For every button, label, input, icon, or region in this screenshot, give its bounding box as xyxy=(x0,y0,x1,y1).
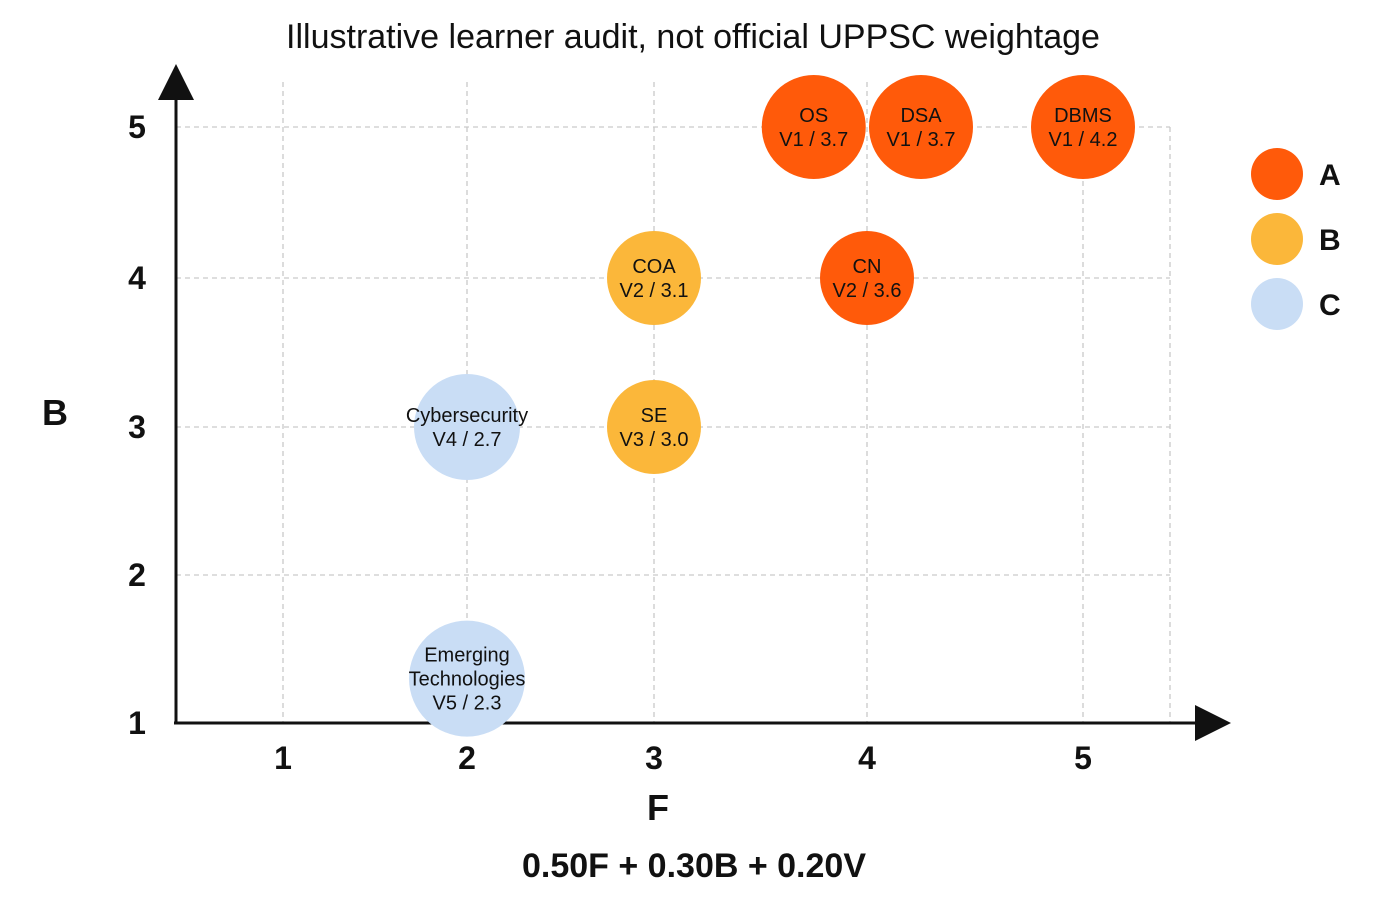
bubble-name-label: Emerging xyxy=(424,645,510,667)
bubble-name-label: COA xyxy=(632,256,676,278)
bubble-circle xyxy=(761,75,866,179)
x-tick-label: 3 xyxy=(645,740,663,776)
bubble-circle xyxy=(1031,75,1135,179)
x-tick-label: 2 xyxy=(458,740,476,776)
y-axis-label: B xyxy=(42,392,68,433)
bubble-detail-label: V1 / 4.2 xyxy=(1049,129,1118,151)
score-formula: 0.50F + 0.30B + 0.20V xyxy=(522,847,866,885)
x-tick-label: 1 xyxy=(274,740,292,776)
bubble-name-label: DBMS xyxy=(1054,105,1112,127)
bubble-circle xyxy=(820,231,914,325)
bubble-name-label: CN xyxy=(853,256,882,278)
bubble-name-label: OS xyxy=(799,105,828,127)
chart-title: Illustrative learner audit, not official… xyxy=(286,18,1100,56)
bubble-circle xyxy=(409,620,525,737)
y-tick-label: 1 xyxy=(128,705,146,741)
legend: ABC xyxy=(1251,148,1341,330)
x-tick-label: 4 xyxy=(858,740,876,776)
legend-label-a: A xyxy=(1319,159,1341,192)
bubble-detail-label: V4 / 2.7 xyxy=(433,429,502,451)
bubble-name-label: SE xyxy=(641,405,668,427)
legend-swatch-c xyxy=(1251,278,1303,330)
y-tick-label: 2 xyxy=(128,557,146,593)
bubble-detail-label: V2 / 3.1 xyxy=(620,280,689,302)
tick-labels: 1 2 3 4 5 1 2 3 4 5 xyxy=(128,109,1092,776)
bubble-detail-label: V2 / 3.6 xyxy=(833,280,902,302)
bubble-name-label: Technologies xyxy=(409,669,526,691)
legend-label-b: B xyxy=(1319,224,1341,257)
x-tick-label: 5 xyxy=(1074,740,1092,776)
axes xyxy=(158,64,1231,741)
y-tick-label: 3 xyxy=(128,409,146,445)
y-tick-label: 4 xyxy=(128,260,146,296)
y-tick-label: 5 xyxy=(128,109,146,145)
bubble-name-label: DSA xyxy=(900,105,942,127)
x-axis-label: F xyxy=(647,787,669,828)
bubble-detail-label: V3 / 3.0 xyxy=(620,429,689,451)
bubble-detail-label: V1 / 3.7 xyxy=(887,129,956,151)
bubble-circle xyxy=(869,75,973,179)
bubble-circle xyxy=(607,231,701,325)
legend-label-c: C xyxy=(1319,289,1341,322)
bubble-name-label: Cybersecurity xyxy=(406,405,528,427)
bubble-detail-label: V5 / 2.3 xyxy=(433,693,502,715)
bubble-circle xyxy=(607,380,701,474)
legend-swatch-a xyxy=(1251,148,1303,200)
legend-swatch-b xyxy=(1251,213,1303,265)
bubble-detail-label: V1 / 3.7 xyxy=(779,129,848,151)
bubble-circle xyxy=(414,374,520,480)
